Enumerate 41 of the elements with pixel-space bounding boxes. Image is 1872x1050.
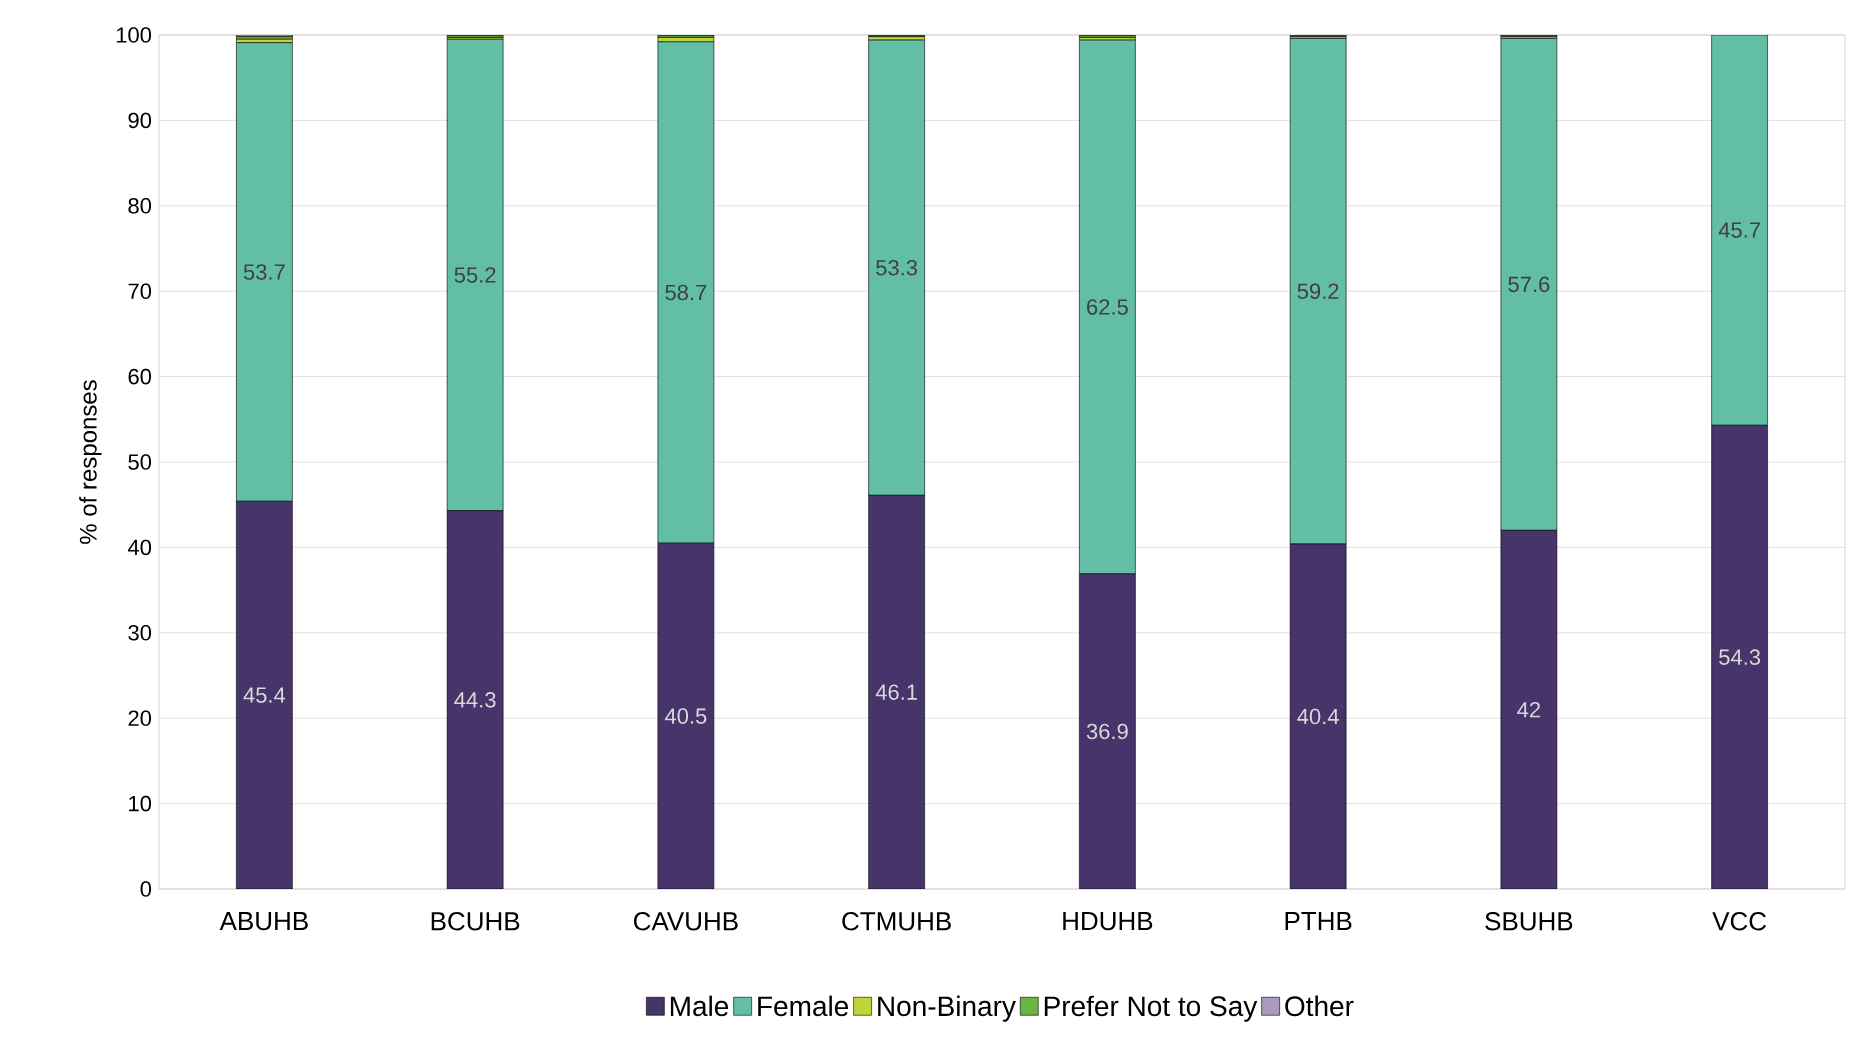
y-axis-title: % of responses	[79, 380, 102, 544]
y-tick-label: 0	[140, 881, 152, 897]
data-label: 46.1	[875, 684, 917, 700]
x-tick-label: BCUHB	[431, 912, 520, 931]
x-tick-label: PTHB	[1285, 912, 1352, 930]
x-tick-label: VCC	[1712, 912, 1767, 931]
data-label: 53.7	[243, 264, 285, 280]
x-tick-label: HDUHB	[1063, 912, 1153, 931]
data-label: 53.3	[876, 259, 918, 276]
data-label: 40.5	[664, 708, 707, 724]
data-label: 45.7	[1718, 222, 1760, 238]
data-label: 59.2	[1297, 283, 1339, 299]
y-tick-label: 60	[128, 368, 152, 385]
data-label: 62.5	[1087, 299, 1128, 315]
x-tick-label: CAVUHB	[633, 912, 738, 931]
y-tick-label: 90	[128, 112, 152, 129]
y-tick-label: 70	[128, 283, 152, 299]
data-label: 40.4	[1297, 708, 1339, 725]
legend-label: Non-Binary	[878, 995, 1016, 1022]
data-label: 44.3	[454, 692, 496, 708]
data-label: 57.6	[1508, 276, 1550, 293]
legend-label: Male	[670, 995, 729, 1017]
y-tick-label: 10	[129, 795, 152, 812]
legend-label: Other	[1285, 995, 1354, 1017]
y-tick-label: 80	[128, 198, 152, 214]
data-label: 58.7	[665, 284, 707, 301]
y-tick-label: 100	[116, 27, 152, 43]
x-tick-label: SBUHB	[1485, 912, 1573, 931]
x-tick-label: CTMUHB	[842, 912, 951, 931]
data-label: 36.9	[1086, 723, 1128, 740]
y-tick-label: 20	[128, 710, 152, 726]
legend-label: Prefer Not to Say	[1044, 995, 1258, 1022]
data-label: 55.2	[454, 267, 496, 283]
legend-label: Female	[758, 995, 849, 1017]
data-label: 54.3	[1719, 649, 1761, 665]
y-tick-label: 40	[127, 539, 152, 556]
y-tick-label: 50	[128, 454, 152, 470]
x-tick-label: ABUHB	[219, 912, 308, 931]
data-label: 42	[1517, 702, 1541, 718]
y-tick-label: 30	[128, 625, 152, 641]
data-label: 45.4	[243, 687, 286, 703]
